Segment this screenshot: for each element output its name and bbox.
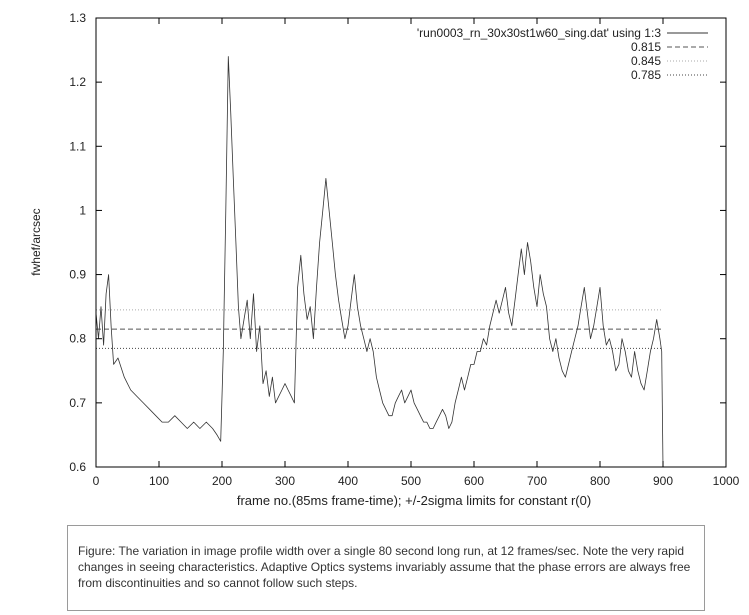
x-axis-ticks: 0 100 200 300 400 500 600 700 800 900 1000 <box>93 18 740 488</box>
x-tick-label: 0 <box>93 474 100 488</box>
y-tick-label: 0.9 <box>69 268 86 282</box>
legend-label: 0.785 <box>631 68 661 82</box>
legend-label: 'run0003_rn_30x30st1w60_sing.dat' using … <box>417 26 661 40</box>
x-tick-label: 1000 <box>713 474 740 488</box>
x-tick-label: 200 <box>212 474 232 488</box>
legend-label: 0.845 <box>631 54 661 68</box>
figure-caption-box: Figure: The variation in image profile w… <box>67 525 705 611</box>
y-tick-label: 1.3 <box>69 11 86 25</box>
x-tick-label: 800 <box>590 474 610 488</box>
y-axis-ticks: 0.6 0.7 0.8 0.9 1 1.1 1.2 1.3 <box>69 11 726 474</box>
x-tick-label: 500 <box>401 474 421 488</box>
data-line <box>95 56 664 468</box>
x-axis-label: frame no.(85ms frame-time); +/-2sigma li… <box>237 493 591 508</box>
legend: 'run0003_rn_30x30st1w60_sing.dat' using … <box>417 26 708 82</box>
y-tick-label: 1 <box>79 203 86 217</box>
y-tick-label: 0.6 <box>69 460 86 474</box>
plot-frame <box>95 17 727 468</box>
x-tick-label: 700 <box>527 474 547 488</box>
x-tick-label: 100 <box>149 474 169 488</box>
x-tick-label: 300 <box>275 474 295 488</box>
y-axis-label: fwhef/arcsec <box>29 208 43 275</box>
x-tick-label: 600 <box>464 474 484 488</box>
x-tick-label: 400 <box>338 474 358 488</box>
y-tick-label: 1.1 <box>69 139 86 153</box>
y-tick-label: 0.7 <box>69 396 86 410</box>
figure-caption: Figure: The variation in image profile w… <box>78 544 691 590</box>
chart: 0 100 200 300 400 500 600 700 800 900 1000 0.60.70… <box>29 11 740 508</box>
data-series <box>95 56 664 468</box>
legend-label: 0.815 <box>631 40 661 54</box>
y-tick-label: 0.8 <box>69 332 86 346</box>
x-tick-label: 900 <box>653 474 673 488</box>
y-tick-label: 1.2 <box>69 75 86 89</box>
reference-lines <box>96 309 663 349</box>
